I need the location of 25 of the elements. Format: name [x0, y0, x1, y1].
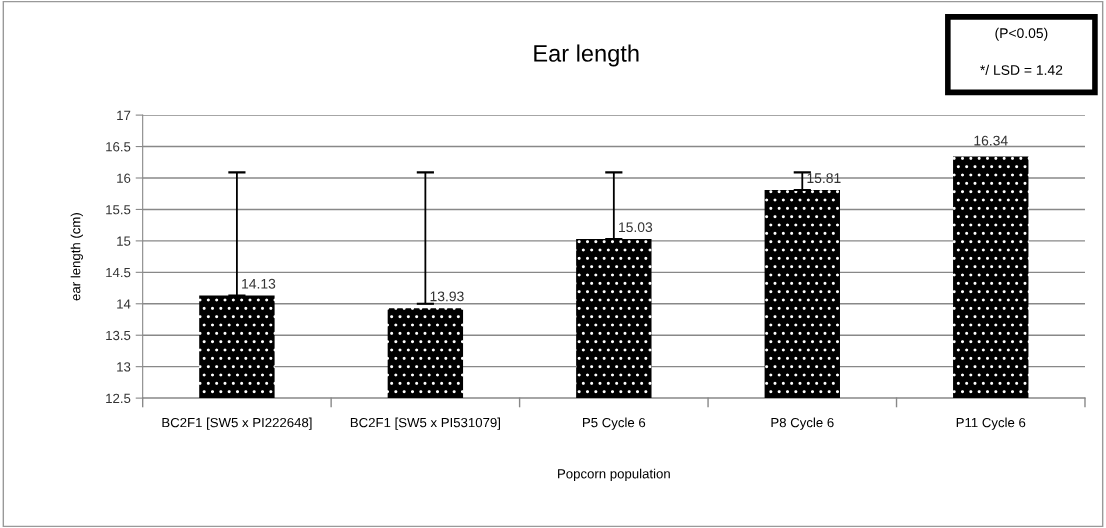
y-tick-label: 15	[117, 236, 131, 246]
x-tick-label: P5 Cycle 6	[583, 417, 646, 430]
data-label: 16.34	[974, 135, 1008, 146]
y-tick-label: 12.5	[106, 393, 131, 404]
y-tick-label: 14.5	[106, 268, 131, 278]
y-tick-label: 13	[117, 362, 131, 372]
y-tick-label: 16.5	[106, 142, 131, 152]
y-tick-label: 14	[117, 299, 131, 309]
y-tick-label: 17	[117, 110, 131, 120]
x-tick-label: BC2F1 [SW5 x PI531079]	[350, 417, 500, 430]
x-tick-label: BC2F1 [SW5 x PI222648]	[162, 417, 312, 430]
x-tick-label: P11 Cycle 6	[956, 417, 1026, 430]
data-label: 13.93	[430, 291, 464, 302]
text: (P<0.05)	[995, 27, 1048, 41]
chart-title: Ear length	[534, 44, 639, 67]
text: */ LSD = 1.42	[980, 64, 1063, 76]
y-axis-title: ear length (cm)	[70, 213, 83, 301]
data-label: 15.03	[619, 222, 653, 233]
y-tick-label: 15.5	[106, 205, 131, 215]
data-label: 15.81	[807, 173, 841, 184]
y-tick-label: 13.5	[106, 330, 131, 341]
y-tick-label: 16	[117, 173, 131, 183]
data-label: 14.13	[242, 278, 276, 289]
x-axis-title: Popcorn population	[558, 468, 670, 482]
x-tick-label: P8 Cycle 6	[771, 417, 834, 430]
